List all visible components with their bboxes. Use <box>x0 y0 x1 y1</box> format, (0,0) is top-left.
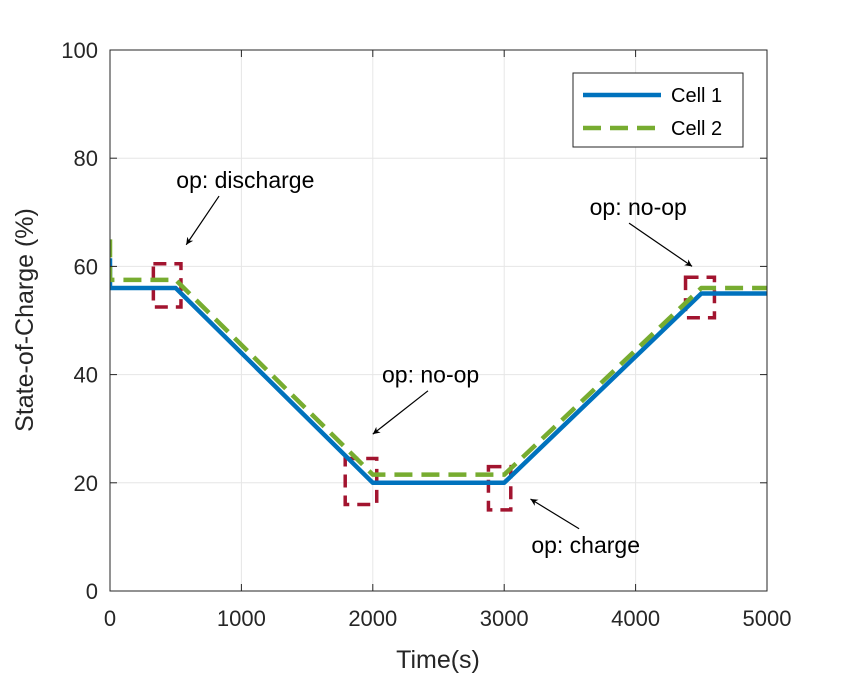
annotations: op: discharge op: no-op op: no-op op: charg… <box>176 167 693 558</box>
annotation-arrow <box>372 390 429 435</box>
series-lines <box>110 239 767 486</box>
y-tick-label: 80 <box>74 146 98 171</box>
y-axis-label: State-of-Charge (%) <box>11 208 39 432</box>
y-tick-label: 0 <box>86 579 98 604</box>
y-tick-label: 40 <box>74 363 98 388</box>
series-line-2 <box>110 239 767 477</box>
axis-ticks: 0 1000 2000 3000 4000 5000 0 20 40 60 80 100 <box>61 38 791 631</box>
series-line-1 <box>110 258 767 486</box>
annotation-arrow <box>628 222 693 267</box>
annotation-arrow <box>530 498 580 530</box>
annotation-label: op: discharge <box>176 167 314 193</box>
highlight-box <box>683 275 717 320</box>
x-tick-label: 4000 <box>611 606 660 631</box>
legend: Cell 1 Cell 2 <box>572 72 744 148</box>
annotation-label: op: charge <box>531 532 640 558</box>
x-tick-label: 0 <box>104 606 116 631</box>
annotation-arrow <box>185 195 220 246</box>
plot-frame <box>109 49 768 592</box>
grid-lines <box>109 49 768 592</box>
y-tick-label: 100 <box>61 38 98 63</box>
highlight-box <box>486 464 513 512</box>
legend-box <box>572 72 744 148</box>
annotation-label: op: no-op <box>590 194 687 220</box>
y-tick-label: 60 <box>74 254 98 279</box>
annotation-label: op: no-op <box>382 362 479 388</box>
legend-label-2: Cell 2 <box>671 118 722 140</box>
legend-label-1: Cell 1 <box>671 85 722 107</box>
x-tick-label: 2000 <box>348 606 397 631</box>
x-tick-label: 5000 <box>743 606 792 631</box>
x-axis-label: Time(s) <box>396 646 480 674</box>
y-tick-label: 20 <box>74 471 98 496</box>
x-tick-label: 3000 <box>480 606 529 631</box>
x-tick-label: 1000 <box>217 606 266 631</box>
